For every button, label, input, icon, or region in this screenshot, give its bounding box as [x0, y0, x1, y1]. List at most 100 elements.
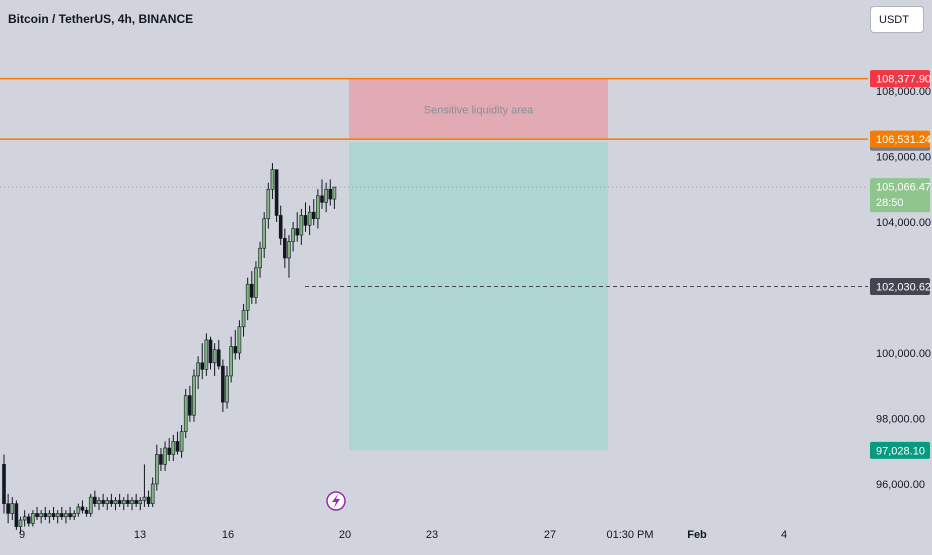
candle-body: [200, 362, 205, 370]
candle: [105, 497, 110, 511]
candle: [138, 497, 143, 511]
candle: [332, 186, 337, 209]
candle: [93, 490, 97, 507]
candle-body: [307, 211, 312, 226]
candle-body: [14, 503, 19, 527]
candle: [84, 506, 89, 517]
candle-body: [254, 267, 258, 298]
candle: [274, 169, 279, 222]
candle-body: [101, 500, 105, 504]
candle-body: [328, 188, 333, 200]
candle-body: [188, 395, 192, 416]
candle: [163, 441, 167, 471]
candle: [80, 500, 85, 514]
candle: [72, 510, 77, 521]
candle: [155, 444, 159, 491]
candle-body: [64, 513, 68, 518]
candle-body: [93, 496, 97, 504]
price-tag-label: 105,066.47: [876, 182, 931, 194]
currency-button[interactable]: USDT: [870, 6, 924, 33]
y-tick-label: 106,000.00: [876, 152, 931, 164]
candle: [183, 389, 188, 439]
candle-body: [60, 513, 64, 518]
candle: [233, 330, 238, 360]
x-tick-label: 16: [222, 529, 234, 541]
candle-body: [10, 503, 15, 514]
candle: [320, 179, 324, 209]
target-zone: [349, 78, 608, 140]
candle: [295, 212, 300, 242]
candle: [55, 510, 60, 524]
x-tick-label: 27: [544, 529, 556, 541]
candle: [2, 454, 6, 514]
x-tick-label: 23: [426, 529, 438, 541]
candle-body: [241, 310, 246, 328]
candle-body: [121, 500, 126, 504]
candle-body: [31, 513, 35, 524]
price-tag: 105,066.47 28:50: [870, 178, 931, 213]
candle: [311, 199, 316, 226]
candle-body: [208, 339, 213, 364]
candle: [237, 320, 242, 360]
candle-body: [163, 447, 167, 465]
candle: [113, 497, 118, 511]
candle: [134, 493, 138, 507]
candle-body: [196, 362, 200, 377]
candle: [22, 510, 27, 527]
candle: [179, 425, 184, 458]
candle: [68, 506, 72, 521]
candle: [142, 464, 147, 507]
candle: [109, 493, 114, 507]
candle-body: [155, 454, 159, 485]
lightning-icon[interactable]: [326, 491, 346, 511]
candle-body: [183, 395, 188, 432]
price-tag-label: 108,377.90: [876, 74, 931, 86]
candle-body: [35, 513, 39, 518]
candle: [316, 189, 320, 229]
candle: [303, 202, 308, 232]
candle: [175, 431, 180, 455]
candle-body: [320, 195, 324, 203]
y-tick-label: 104,000.00: [876, 217, 931, 229]
zone-label: Sensitive liquidity area: [424, 105, 534, 117]
candle: [159, 447, 163, 471]
candle: [221, 359, 225, 412]
candle: [250, 271, 254, 304]
y-tick-label: 98,000.00: [876, 414, 925, 426]
price-line-tag: 108,377.90: [870, 70, 931, 88]
candle: [10, 497, 15, 521]
candle: [51, 506, 56, 521]
candle-body: [51, 513, 56, 518]
candle: [101, 493, 105, 507]
candle-body: [113, 500, 118, 504]
candle-body: [278, 215, 283, 239]
candle: [287, 235, 291, 278]
candle-body: [204, 339, 209, 370]
candle: [171, 434, 176, 462]
profit-zone: [349, 142, 608, 451]
candle: [278, 205, 283, 245]
candle: [225, 366, 229, 409]
candle-body: [68, 513, 72, 518]
candle-body: [18, 519, 23, 527]
candle-body: [39, 513, 43, 518]
candle-body: [138, 500, 143, 504]
price-tag-label: 102,030.62: [876, 281, 931, 293]
candle-body: [221, 365, 225, 403]
candle-body: [258, 247, 262, 269]
price-tag: 97,028.10: [870, 441, 930, 459]
y-tick-label: 108,000.00: [876, 86, 931, 98]
candle: [270, 163, 275, 200]
price-tag: 102,030.62: [870, 277, 931, 295]
candle-body: [237, 326, 242, 354]
candle-body: [229, 346, 233, 377]
candle: [192, 369, 196, 422]
candle: [208, 336, 213, 370]
candle: [14, 500, 19, 530]
candle: [167, 438, 171, 462]
candle: [97, 497, 101, 511]
candle-body: [88, 496, 93, 514]
candle-body: [171, 441, 176, 455]
